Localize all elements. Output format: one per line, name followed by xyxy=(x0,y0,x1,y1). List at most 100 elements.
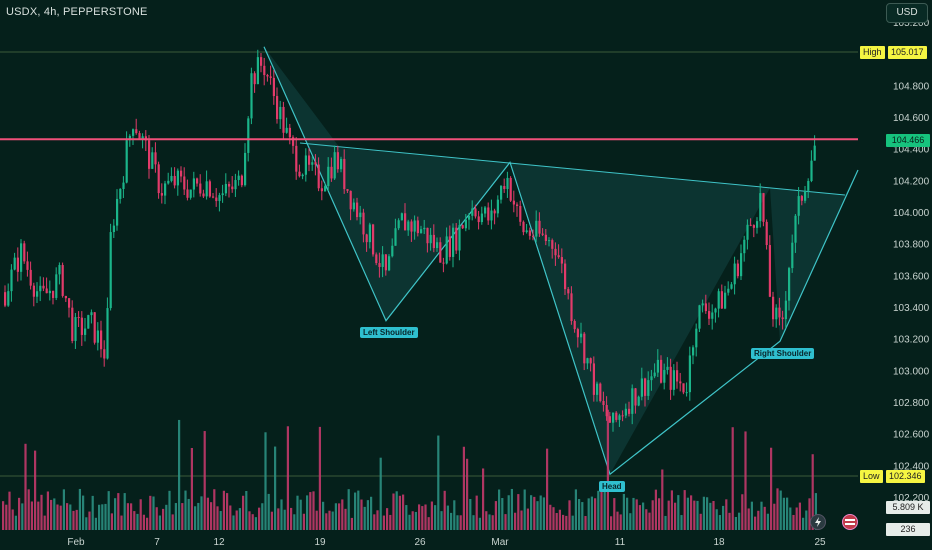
date-tick-label: 26 xyxy=(414,537,426,548)
volume-bar xyxy=(43,515,46,530)
candle-body xyxy=(714,308,717,313)
candle-body xyxy=(39,285,42,292)
candle-body xyxy=(708,311,711,319)
candle-body xyxy=(660,359,663,383)
volume-bar xyxy=(494,501,497,530)
volume-bar xyxy=(21,503,24,530)
candle-body xyxy=(471,208,474,216)
volume-bar xyxy=(616,511,619,530)
volume-tag: 5.809 K xyxy=(886,501,930,514)
candle-body xyxy=(461,225,464,229)
volume-bar xyxy=(542,497,545,530)
candle-body xyxy=(541,233,544,235)
candle-body xyxy=(292,137,295,146)
candle-body xyxy=(551,240,554,249)
candle-body xyxy=(666,366,669,370)
volume-bar xyxy=(194,506,197,530)
candle-body xyxy=(404,213,407,231)
volume-bar xyxy=(18,497,21,530)
candle-body xyxy=(717,291,720,309)
volume-bar xyxy=(459,515,462,530)
volume-bar xyxy=(347,489,350,530)
candle-body xyxy=(487,207,490,221)
candle-body xyxy=(509,177,512,201)
candle-body xyxy=(493,210,496,214)
price-tick-label: 104.200 xyxy=(893,176,930,187)
candle-body xyxy=(730,284,733,289)
volume-bar xyxy=(539,495,542,530)
candle-body xyxy=(650,376,653,381)
candle-body xyxy=(365,234,368,243)
low-value-tag: 102.346 xyxy=(886,470,925,483)
volume-bar xyxy=(165,504,168,530)
candle-body xyxy=(26,261,29,270)
candle-body xyxy=(554,248,557,256)
candle-body xyxy=(279,106,282,120)
candle-body xyxy=(663,369,666,383)
volume-bar xyxy=(8,491,11,530)
volume-bar xyxy=(734,516,737,530)
volume-bar xyxy=(581,502,584,530)
left-shoulder-label: Left Shoulder xyxy=(360,327,418,338)
volume-bar xyxy=(523,489,526,530)
volume-bar xyxy=(610,516,613,530)
volume-small-tag: 236 xyxy=(886,523,930,536)
volume-bar xyxy=(126,503,129,530)
volume-bar xyxy=(782,497,785,530)
candle-body xyxy=(474,208,477,217)
volume-bar xyxy=(744,431,747,530)
candle-body xyxy=(68,298,71,308)
candle-body xyxy=(692,347,695,356)
volume-bar xyxy=(510,488,513,530)
candle-body xyxy=(189,189,192,198)
currency-button[interactable]: USD xyxy=(886,3,928,23)
candle-body xyxy=(813,145,816,161)
volume-bar xyxy=(286,426,289,530)
volume-bar xyxy=(450,512,453,530)
volume-bar xyxy=(261,503,264,530)
candle-body xyxy=(356,202,359,218)
candle-body xyxy=(759,193,762,222)
volume-bar xyxy=(210,502,213,530)
candle-body xyxy=(464,219,467,229)
price-tick-label: 102.800 xyxy=(893,398,930,409)
volume-bar xyxy=(357,490,360,530)
volume-bar xyxy=(219,511,222,530)
candle-body xyxy=(10,269,13,292)
candle-body xyxy=(727,288,730,293)
volume-bar xyxy=(405,505,408,530)
volume-bar xyxy=(309,492,312,530)
volume-bar xyxy=(482,468,485,530)
volume-bar xyxy=(146,517,149,530)
volume-bar xyxy=(760,501,763,530)
candle-body xyxy=(61,265,64,296)
candle-body xyxy=(247,118,250,153)
volume-bar xyxy=(386,508,389,530)
volume-bar xyxy=(82,495,85,530)
candle-body xyxy=(250,73,253,119)
candle-body xyxy=(695,328,698,348)
candle-body xyxy=(394,228,397,246)
volume-bar xyxy=(136,513,139,530)
flag-icon[interactable] xyxy=(842,514,858,530)
volume-bar xyxy=(747,508,750,530)
volume-bar xyxy=(651,500,654,530)
head-fill xyxy=(510,162,770,475)
volume-bar xyxy=(574,489,577,530)
volume-bar xyxy=(702,496,705,530)
volume-bar xyxy=(104,503,107,530)
flash-icon[interactable] xyxy=(810,514,826,530)
candle-body xyxy=(589,358,592,364)
volume-bar xyxy=(594,498,597,530)
candle-body xyxy=(567,289,570,294)
volume-bar xyxy=(626,497,629,530)
volume-bar xyxy=(587,498,590,530)
volume-bar xyxy=(792,514,795,530)
candle-body xyxy=(256,57,259,85)
candle-body xyxy=(141,136,144,140)
volume-bar xyxy=(731,427,734,530)
candle-body xyxy=(384,254,387,271)
volume-bar xyxy=(155,507,158,530)
